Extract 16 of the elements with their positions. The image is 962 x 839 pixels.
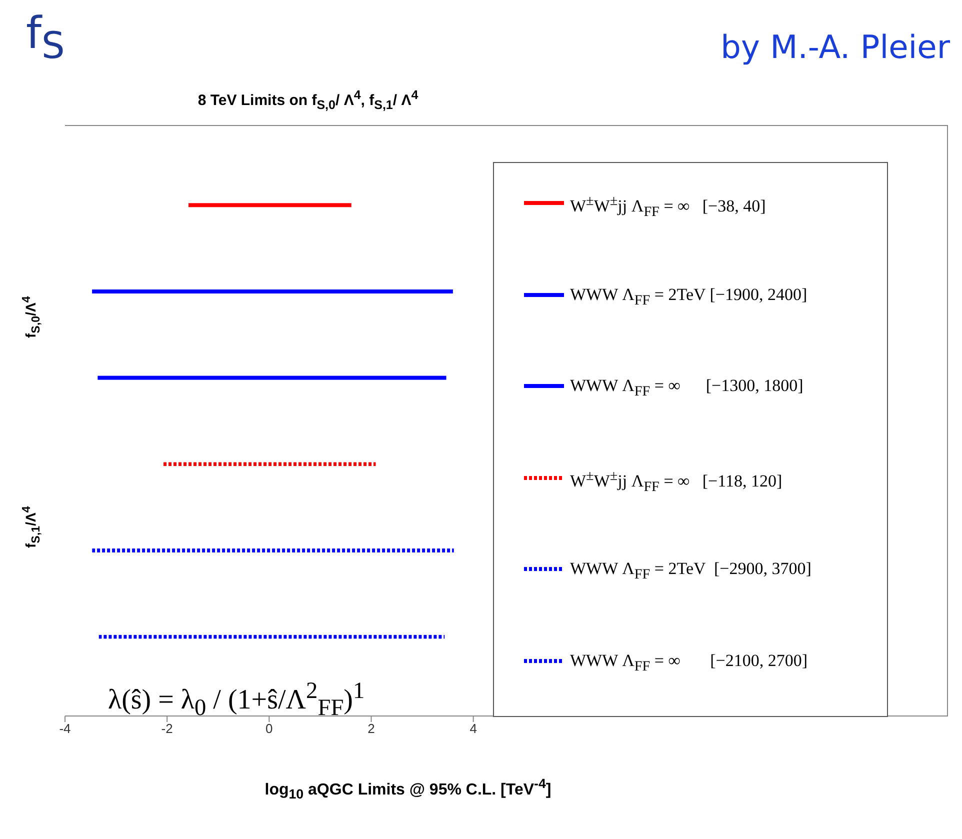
- chart-title: 8 TeV Limits on f$_{S,0}$/ Λ$^{4}$, f$_{S,1}$/ Λ$^{4}$: [196, 88, 420, 112]
- legend-label: WWW Λ$_{FF}$ = 2TeV [−1900, 2400]: [570, 284, 808, 309]
- text: f$_{S}$: [26, 8, 65, 67]
- x-axis-title: log$_{10}$ aQGC Limits @ 95% C.L. [TeV$^{-4}$]: [264, 776, 552, 802]
- annotation: λ(ŝ) = λ$_{0}$ / (1+ŝ/Λ$^{2}$$_{FF}$)$^{1}$: [108, 678, 365, 722]
- legend-label: WWW Λ$_{FF}$ = ∞ [−2100, 2700]: [570, 650, 808, 676]
- x-tick-label: 0: [266, 721, 273, 736]
- x-tick-label: -4: [59, 721, 71, 736]
- x-tick-label: -2: [161, 721, 173, 736]
- legend-label: WWW Λ$_{FF}$ = 2TeV [−2900, 3700]: [570, 559, 812, 584]
- legend-label: W$^{±}$W$^{±}$jj Λ$_{FF}$ = ∞ [−38, 40]: [570, 193, 766, 222]
- legend-label: WWW Λ$_{FF}$ = ∞ [−1300, 1800]: [570, 376, 804, 401]
- x-tick-label: 2: [368, 721, 375, 736]
- x-tick-label: 4: [470, 721, 477, 736]
- legend-label: W$^{±}$W$^{±}$jj Λ$_{FF}$ = ∞ [−118, 120]: [570, 468, 782, 496]
- text: by M.-A. Pleier: [720, 28, 950, 66]
